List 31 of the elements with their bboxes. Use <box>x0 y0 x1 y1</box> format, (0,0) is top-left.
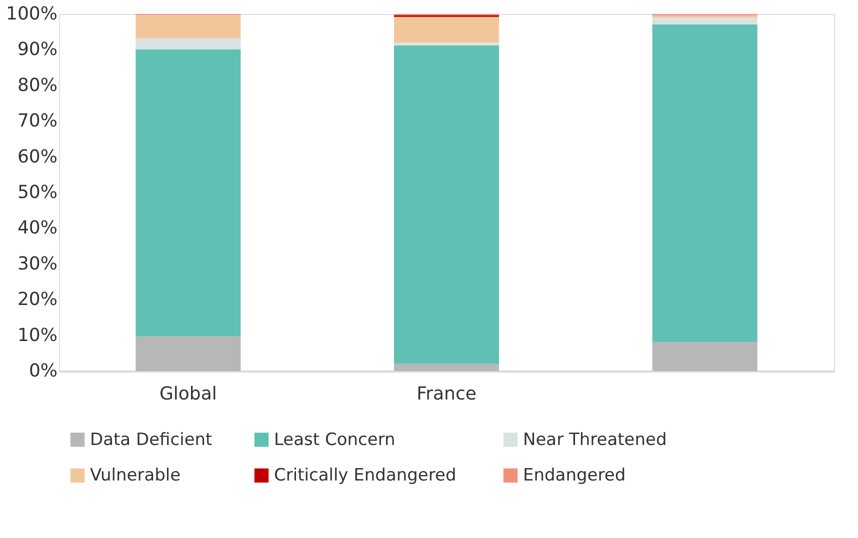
y-tick-label: 90% <box>17 39 58 60</box>
y-tick-label: 40% <box>17 218 58 239</box>
legend-label: Near Threatened <box>523 430 667 450</box>
y-tick-label: 10% <box>17 324 58 346</box>
x-tick-label: Global <box>159 384 217 404</box>
y-tick-label: 60% <box>17 146 58 168</box>
y-tick-label: 20% <box>17 289 58 310</box>
bar <box>652 24 758 342</box>
legend-label: Endangered <box>523 466 626 486</box>
bar <box>394 42 499 46</box>
legend-label: Least Concern <box>274 430 396 450</box>
legend-label: Data Deficient <box>90 430 213 450</box>
y-tick-label: 0% <box>28 360 58 382</box>
legend-label: Vulnerable <box>90 466 181 486</box>
bar <box>136 49 241 336</box>
legend-label: Critically Endangered <box>274 466 456 486</box>
bar <box>136 336 241 371</box>
bar <box>136 38 241 50</box>
bar <box>394 16 499 43</box>
y-tick-label: 100% <box>6 4 58 24</box>
x-tick-label: France <box>416 384 476 404</box>
bar <box>394 364 499 371</box>
y-tick-label: 50% <box>17 182 58 203</box>
bar <box>652 342 758 371</box>
y-tick-label: 70% <box>17 110 58 132</box>
bar <box>136 15 241 38</box>
y-tick-label: 80% <box>17 74 58 96</box>
bar <box>652 15 758 18</box>
bar <box>652 18 758 24</box>
y-tick-label: 30% <box>17 253 58 274</box>
bar <box>394 45 499 364</box>
